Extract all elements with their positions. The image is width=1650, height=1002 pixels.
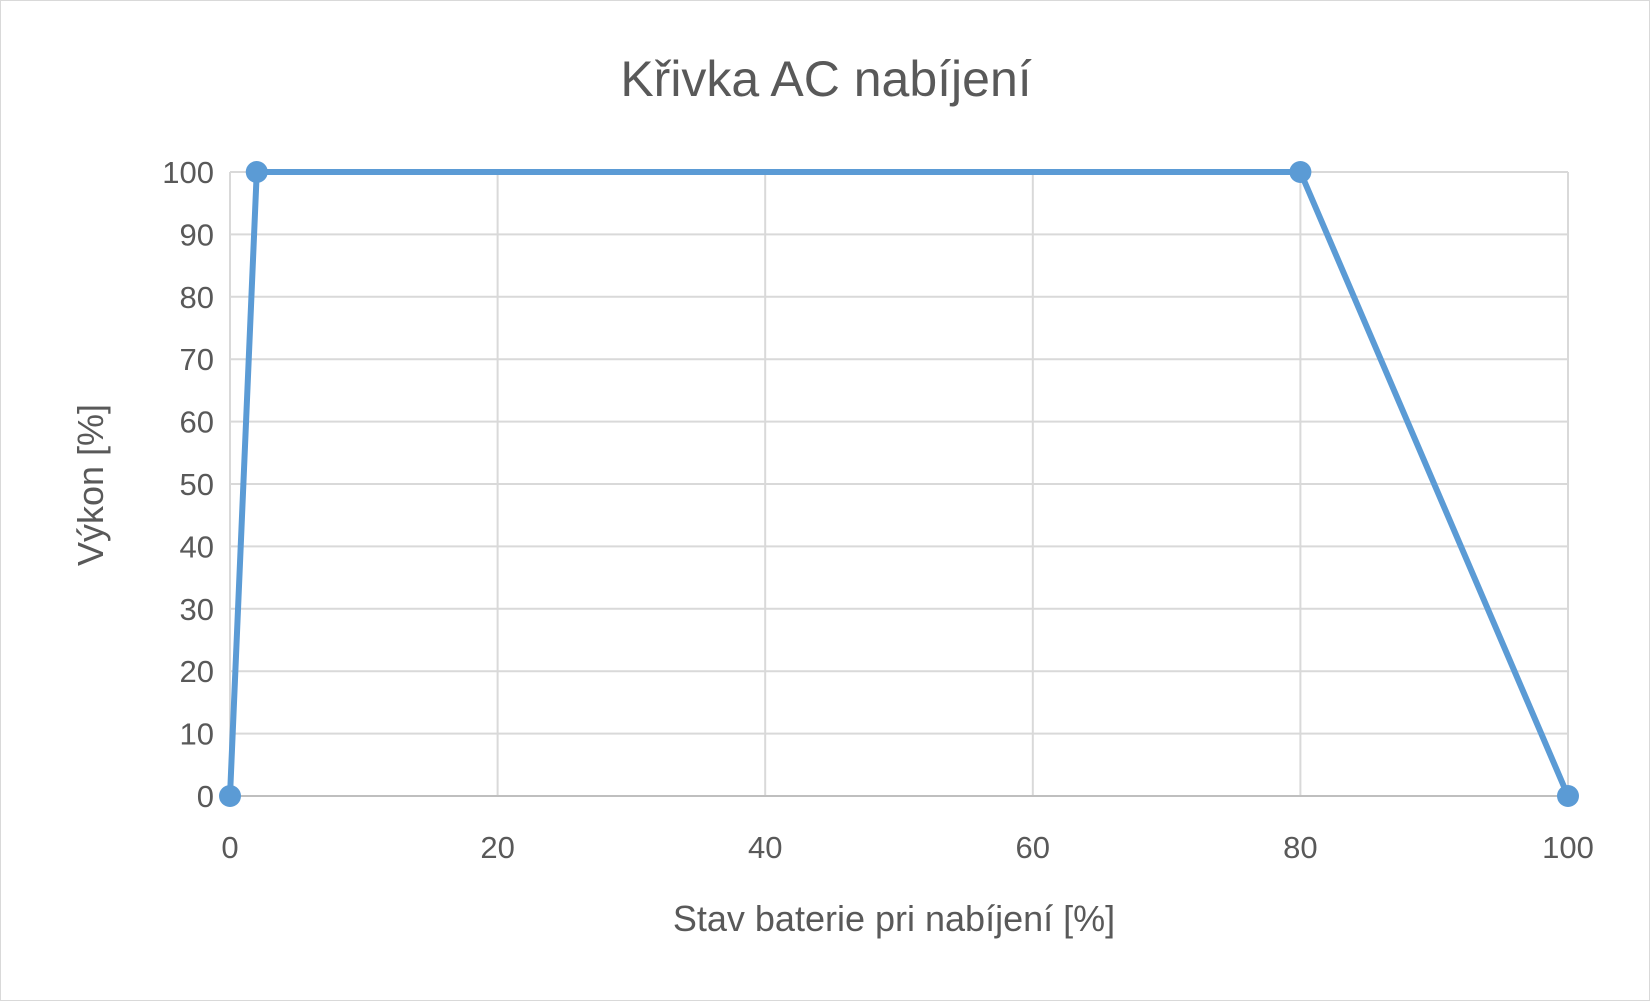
series-layer (219, 161, 1579, 807)
x-tick-label: 60 (1016, 830, 1050, 865)
x-axis-title: Stav baterie pri nabíjení [%] (673, 898, 1115, 939)
data-point (1289, 161, 1312, 183)
chart-title: Křivka AC nabíjení (620, 51, 1031, 107)
y-tick-label: 90 (180, 217, 214, 252)
data-point (1557, 785, 1579, 807)
y-tick-label: 70 (180, 342, 214, 377)
y-tick-label: 50 (180, 467, 214, 502)
y-tick-label: 80 (180, 280, 214, 315)
x-tick-labels: 0 20 40 60 80 100 (221, 830, 1593, 865)
x-tick-label: 20 (480, 830, 514, 865)
y-tick-labels: 0 10 20 30 40 50 60 70 80 90 100 (162, 155, 214, 814)
y-tick-label: 0 (197, 779, 214, 814)
y-tick-label: 40 (180, 529, 214, 564)
y-axis-title: Výkon [%] (70, 404, 111, 566)
x-tick-label: 100 (1542, 830, 1594, 865)
x-tick-label: 80 (1283, 830, 1317, 865)
y-tick-label: 30 (180, 592, 214, 627)
x-tick-label: 0 (221, 830, 238, 865)
data-point (245, 161, 268, 183)
data-point (219, 785, 241, 807)
x-tick-label: 40 (748, 830, 782, 865)
y-tick-label: 60 (180, 405, 214, 440)
y-tick-label: 20 (180, 654, 214, 689)
gridlines (229, 171, 1569, 796)
y-tick-label: 100 (162, 155, 214, 190)
series-line (227, 169, 1571, 798)
y-tick-label: 10 (180, 717, 214, 752)
